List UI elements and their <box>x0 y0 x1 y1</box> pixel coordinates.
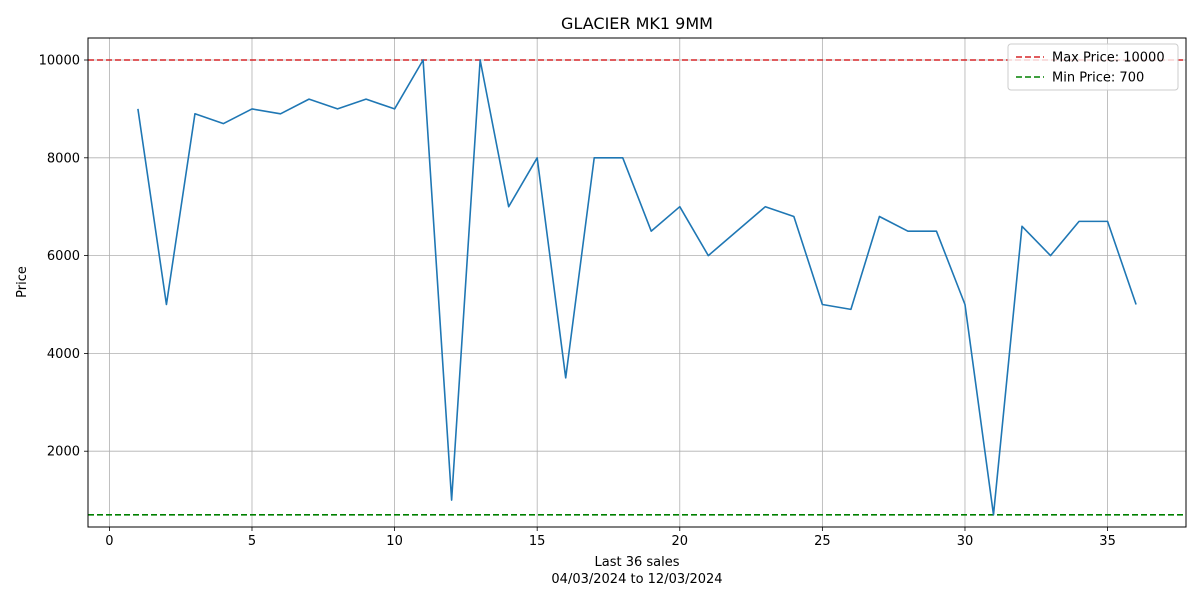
reference-lines-layer <box>88 59 1186 516</box>
legend-box <box>1007 43 1179 91</box>
y-tick-label: 10000 <box>39 54 80 69</box>
y-tick-label: 6000 <box>47 249 80 264</box>
y-tick-label: 2000 <box>47 445 80 460</box>
ticks-layer: 0 5 10 15 20 25 30 35 2000 4000 6000 8000 10000 <box>39 54 1116 549</box>
chart-title: GLACIER MK1 9MM <box>561 14 713 33</box>
grid-layer <box>88 38 1186 527</box>
x-tick-label: 10 <box>386 534 403 549</box>
price-series-line <box>137 59 1137 516</box>
legend: Max Price: 10000 Min Price: 700 <box>1007 43 1179 91</box>
y-tick-label: 8000 <box>47 151 80 166</box>
x-tick-label: 30 <box>957 534 974 549</box>
plot-frame <box>87 37 1187 528</box>
y-tick-label: 4000 <box>47 347 80 362</box>
x-tick-label: 20 <box>672 534 689 549</box>
x-tick-label: 25 <box>814 534 831 549</box>
legend-label: Max Price: 10000 <box>1052 51 1165 66</box>
x-tick-label: 0 <box>105 534 113 549</box>
x-axis-date-range: 04/03/2024 to 12/03/2024 <box>551 572 722 587</box>
x-axis-label: Last 36 sales <box>594 555 679 570</box>
x-tick-label: 35 <box>1099 534 1116 549</box>
y-axis-label: Price <box>15 266 30 298</box>
legend-label: Min Price: 700 <box>1052 71 1144 86</box>
x-tick-label: 15 <box>529 534 546 549</box>
x-tick-label: 5 <box>248 534 256 549</box>
series-layer <box>137 59 1137 516</box>
